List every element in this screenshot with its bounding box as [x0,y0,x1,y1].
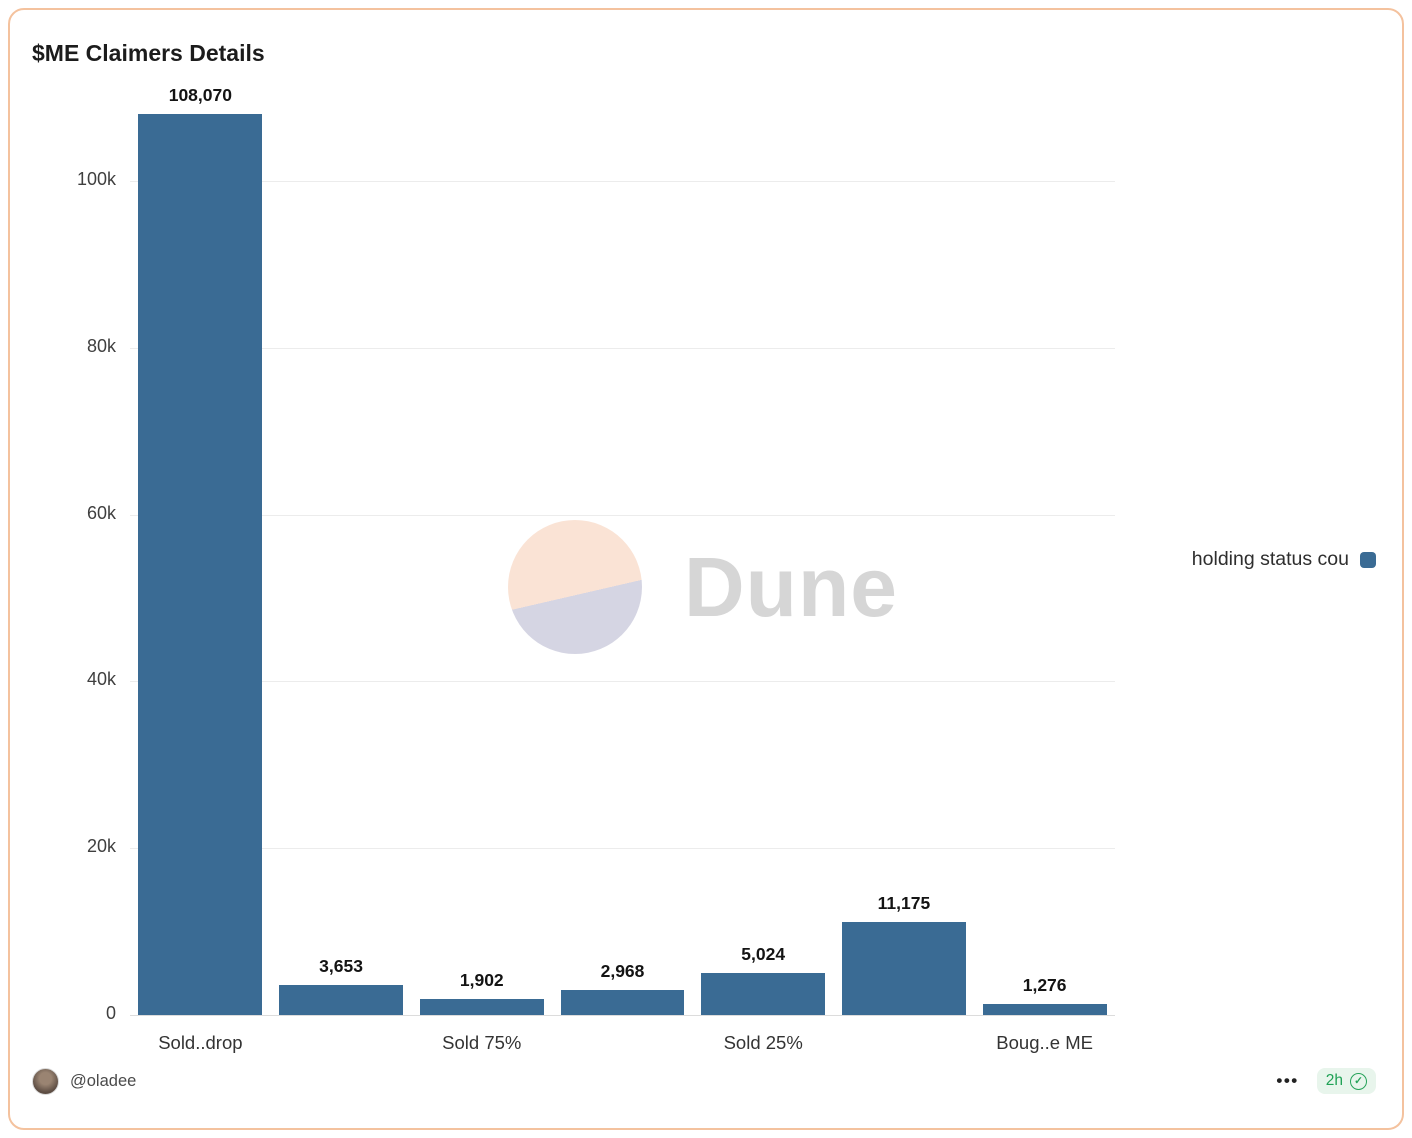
gridline [130,848,1115,850]
gridline [130,1015,1115,1016]
x-axis: Sold..drop Sold 75% Sold 25% Boug..e ME [130,1032,1115,1062]
bar-value-label: 5,024 [741,944,786,965]
footer-author: @oladee [32,1068,136,1095]
y-axis-tick-label: 100k [76,168,116,189]
legend-label: holding status cou [1191,548,1349,570]
y-axis-tick-label: 80k [86,335,116,356]
last-updated-badge[interactable]: 2h ✓ [1316,1068,1376,1094]
y-axis-tick-label: 60k [86,502,116,523]
bar-value-label: 108,070 [168,84,232,105]
ellipsis-menu-icon[interactable]: ••• [1276,1071,1299,1090]
bar-6[interactable] [982,1004,1107,1015]
bar-value-label: 3,653 [319,955,363,976]
bar-value-label: 11,175 [877,892,931,913]
bar-value-label: 1,902 [459,970,504,991]
y-axis: 0 20k 40k 60k 80k 100k [10,110,116,1023]
x-axis-tick-label: Sold 25% [723,1032,803,1053]
author-username[interactable]: @oladee [70,1072,137,1090]
x-axis-tick-label: Sold 75% [442,1032,522,1053]
bar-0[interactable] [138,113,263,1015]
bar-2[interactable] [419,999,544,1015]
footer-actions: ••• 2h ✓ [1276,1066,1376,1096]
legend[interactable]: holding status cou [1192,548,1376,571]
verified-check-icon: ✓ [1350,1072,1367,1090]
gridline [130,180,1115,182]
dune-watermark-text: Dune [684,540,898,634]
bar-4[interactable] [701,973,826,1015]
y-axis-tick-label: 40k [86,669,116,690]
bar-value-label: 1,276 [1022,975,1067,996]
dune-watermark: Dune [508,520,898,654]
x-axis-tick-label: Boug..e ME [996,1032,1093,1053]
chart-title: $ME Claimers Details [32,40,265,66]
x-axis-tick-label: Sold..drop [158,1032,243,1053]
legend-swatch-icon [1360,551,1376,568]
bar-value-label: 2,968 [600,961,645,982]
bar-3[interactable] [560,990,685,1015]
chart-card: $ME Claimers Details Dune 0 20k 40k 60k 80k 1… [8,8,1404,1130]
y-axis-tick-label: 20k [86,836,116,857]
last-updated-time: 2h [1325,1072,1343,1089]
bar-1[interactable] [279,984,403,1015]
gridline [130,347,1115,349]
dune-logo-icon [508,520,642,654]
plot-area: 108,070 3,653 1,902 2,968 5,024 11,175 1,276 [130,85,1115,1016]
bar-5[interactable] [842,921,966,1015]
gridline [130,514,1115,516]
avatar[interactable] [32,1068,59,1095]
gridline [130,681,1115,683]
y-axis-tick-label: 0 [105,1003,116,1023]
